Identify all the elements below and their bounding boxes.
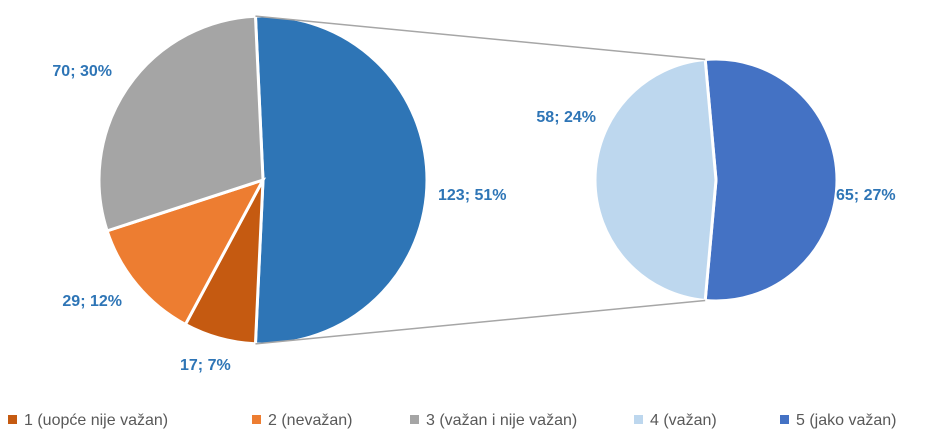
connector: [255, 299, 706, 345]
data-label: 17; 7%: [180, 357, 231, 374]
pie-slice: [105, 177, 267, 327]
legend-label: 5 (jako važan): [796, 412, 897, 429]
legend-swatch: [410, 415, 419, 424]
legend-label: 4 (važan): [650, 412, 717, 429]
legend-label: 3 (važan i nije važan): [426, 412, 577, 429]
data-label: 58; 24%: [536, 109, 596, 126]
legend-swatch: [634, 415, 643, 424]
data-label: 70; 30%: [52, 63, 112, 80]
legend-swatch: [780, 415, 789, 424]
legend-label: 1 (uopće nije važan): [24, 412, 168, 429]
data-label: 123; 51%: [438, 187, 507, 204]
connector: [255, 15, 706, 61]
data-label: 29; 12%: [62, 293, 122, 310]
legend-swatch: [8, 415, 17, 424]
pie-slice: [97, 14, 265, 233]
pie-slice: [593, 57, 718, 303]
data-label: 65; 27%: [836, 187, 896, 204]
pie-slice: [253, 14, 429, 346]
pie-slice: [703, 57, 839, 303]
legend-label: 2 (nevažan): [268, 412, 353, 429]
legend-swatch: [252, 415, 261, 424]
